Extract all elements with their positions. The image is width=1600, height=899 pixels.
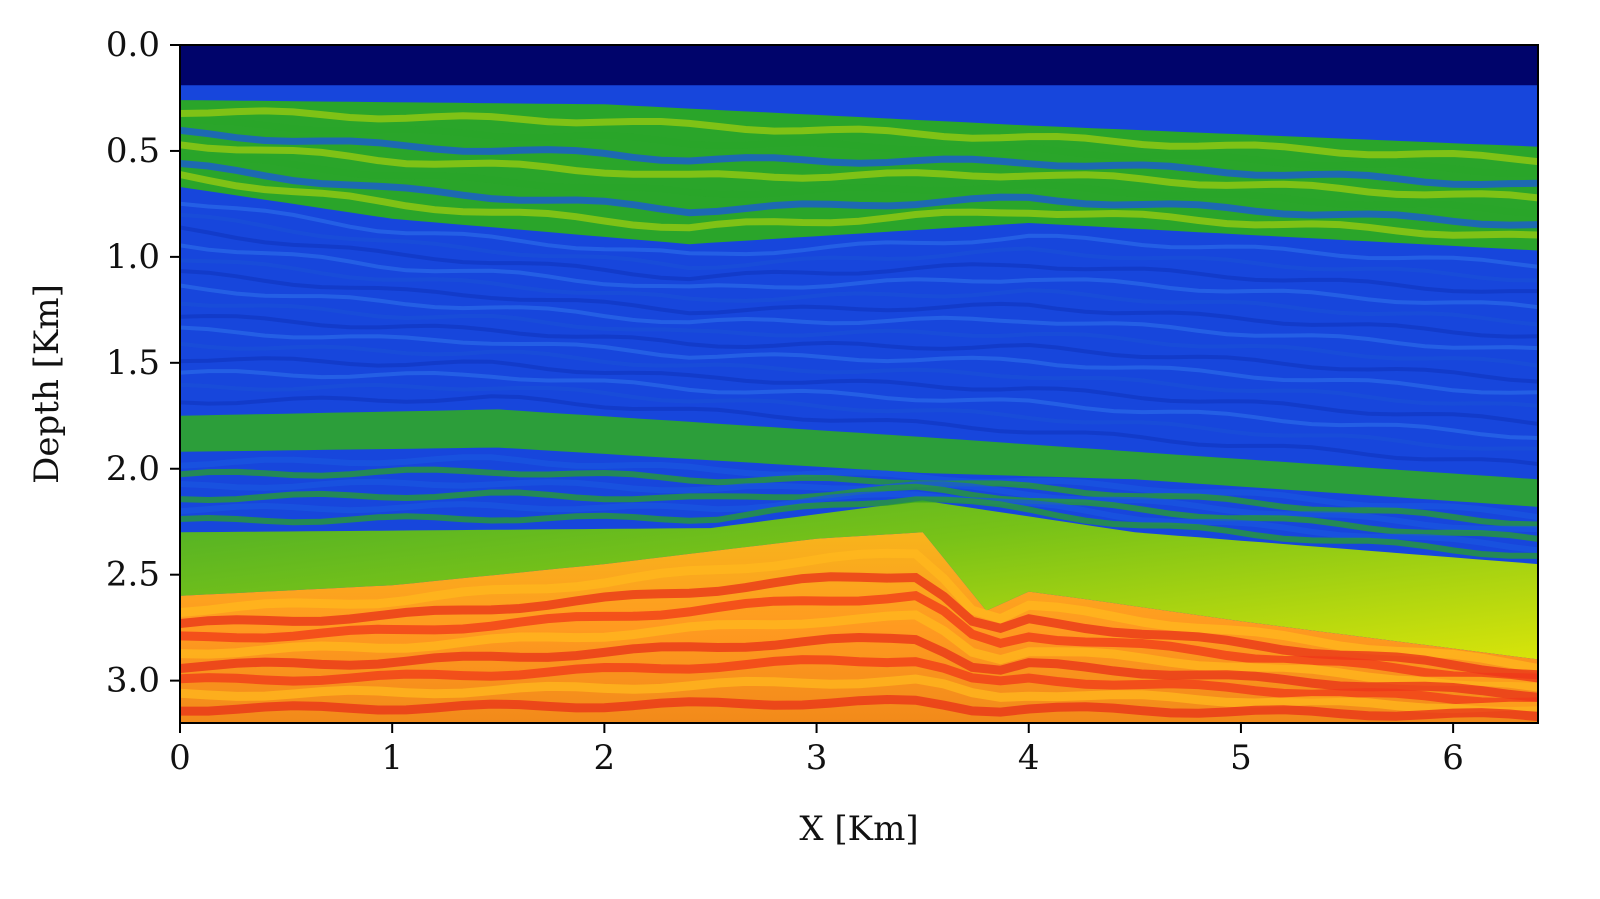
shallow-stripe <box>180 171 1538 239</box>
lower-blue-stripe <box>180 491 1538 554</box>
mid-blue-stripe <box>180 313 1538 384</box>
deep-red-stripe <box>180 694 1538 722</box>
shallow-stripe <box>180 117 1538 178</box>
mid-blue-stripe <box>180 356 1538 426</box>
sediment-stripes <box>180 107 1538 722</box>
y-axis: 0.0 0.5 1.0 1.5 2.0 2.5 3.0 <box>106 25 180 701</box>
lower-blue-stripe <box>180 483 1538 542</box>
x-tick-label: 2 <box>594 738 616 778</box>
x-tick-label: 1 <box>381 738 403 778</box>
y-tick-label: 0.5 <box>106 131 160 171</box>
mid-blue-stripe <box>180 212 1538 283</box>
deep-red-stripe <box>180 572 1538 680</box>
mid-blue-stripe <box>180 201 1538 269</box>
shallow-stripe <box>180 126 1538 189</box>
layer-water <box>180 45 1538 86</box>
mid-blue-stripe <box>180 243 1538 310</box>
deep-red-stripe <box>180 610 1538 692</box>
mid-blue-stripe <box>180 369 1538 440</box>
mid-blue-stripe <box>180 341 1538 408</box>
y-tick-label: 3.0 <box>106 661 160 701</box>
lower-blue-stripe <box>180 454 1538 521</box>
deep-red-stripe <box>180 655 1538 708</box>
layer-lower-green-yellow <box>180 500 1538 660</box>
lower-blue-stripe <box>180 466 1538 528</box>
shallow-stripe <box>180 152 1538 218</box>
plot-area <box>180 45 1538 723</box>
deep-red-stripe <box>180 590 1538 683</box>
plot-frame <box>179 44 1539 724</box>
x-axis-title: X [Km] <box>799 809 918 849</box>
deep-red-stripe <box>180 632 1538 702</box>
lower-blue-stripe <box>180 496 1538 559</box>
y-tick-label: 1.0 <box>106 237 160 277</box>
shallow-stripe <box>180 141 1538 202</box>
y-tick-label: 0.0 <box>106 25 160 65</box>
y-tick-label: 1.5 <box>106 343 160 383</box>
layer-mid-green-band <box>180 409 1538 507</box>
x-tick-label: 3 <box>806 738 828 778</box>
y-tick-label: 2.5 <box>106 555 160 595</box>
mid-blue-stripe <box>180 325 1538 395</box>
deep-red-stripe <box>180 674 1538 714</box>
mid-blue-stripe <box>180 258 1538 327</box>
x-axis: 0 1 2 3 4 5 6 <box>169 723 1464 778</box>
x-tick-label: 5 <box>1230 738 1252 778</box>
y-axis-title: Depth [Km] <box>27 284 67 484</box>
mid-blue-stripe <box>180 283 1538 351</box>
x-tick-label: 6 <box>1442 738 1464 778</box>
mid-blue-stripe <box>180 301 1538 368</box>
mid-blue-stripe <box>180 394 1538 466</box>
mid-blue-stripe <box>180 382 1538 451</box>
mid-blue-stripe <box>180 225 1538 294</box>
shallow-stripe <box>180 107 1538 166</box>
y-tick-label: 2.0 <box>106 449 160 489</box>
deep-red-stripe <box>180 548 1538 673</box>
shallow-stripe <box>180 160 1538 229</box>
x-tick-label: 0 <box>169 738 191 778</box>
mid-blue-stripe <box>180 269 1538 339</box>
x-tick-label: 4 <box>1018 738 1040 778</box>
